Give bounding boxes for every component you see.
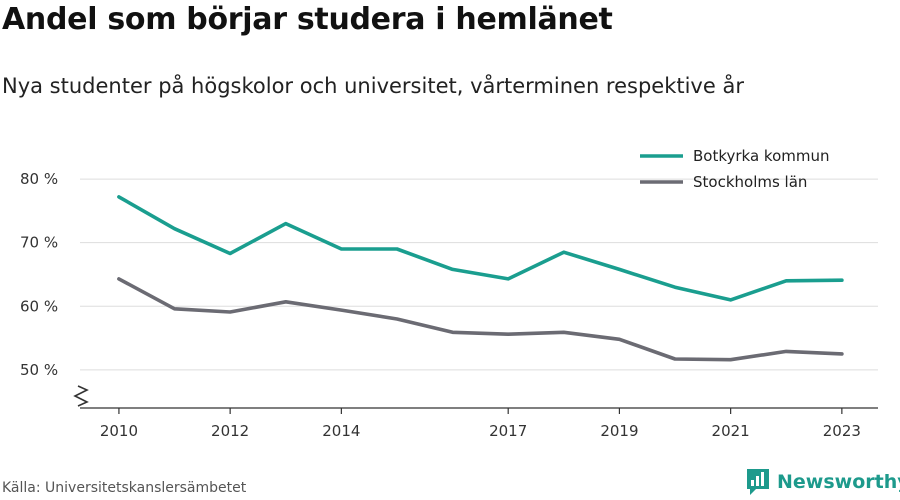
brand-logo[interactable]: Newsworthy (745, 467, 900, 497)
y-tick-label: 80 % (20, 170, 58, 188)
legend: Botkyrka kommun Stockholms län (640, 147, 830, 191)
x-tick-label: 2010 (100, 422, 138, 440)
series-lines (117, 195, 844, 362)
chart-subtitle: Nya studenter på högskolor och universit… (2, 74, 744, 98)
x-tick-label: 2021 (712, 422, 750, 440)
y-tick-label: 70 % (20, 234, 58, 252)
legend-label: Botkyrka kommun (693, 147, 830, 165)
gridlines: 50 % 60 % 70 % 80 % (20, 170, 878, 379)
series-line (117, 277, 844, 362)
y-tick-label: 60 % (20, 297, 58, 315)
series-line (117, 195, 844, 302)
x-tick-label: 2019 (600, 422, 638, 440)
x-tick-label: 2014 (322, 422, 360, 440)
source-note: Källa: Universitetskanslersämbetet (2, 480, 247, 496)
brand-name: Newsworthy (777, 471, 900, 493)
y-axis-break-icon (73, 385, 89, 407)
y-tick-label: 50 % (20, 361, 58, 379)
x-axis: 2010 2012 2014 2017 2019 2021 2023 (80, 407, 878, 440)
chart-title: Andel som börjar studera i hemlänet (2, 2, 613, 37)
bar-chart-logo-icon (747, 469, 769, 495)
line-chart: 50 % 60 % 70 % 80 % 2010 2012 2014 2017 2019 202… (20, 147, 878, 440)
legend-label: Stockholms län (693, 173, 807, 191)
x-tick-label: 2012 (211, 422, 249, 440)
x-tick-label: 2023 (823, 422, 861, 440)
x-tick-label: 2017 (489, 422, 527, 440)
